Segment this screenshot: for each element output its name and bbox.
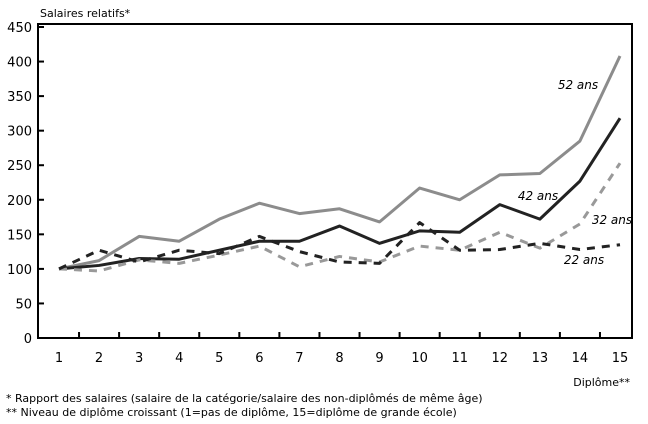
y-tick-label: 150 bbox=[7, 228, 32, 243]
y-tick-label: 0 bbox=[24, 332, 32, 347]
y-tick-label: 300 bbox=[7, 125, 32, 140]
y-tick-label: 50 bbox=[15, 297, 32, 312]
x-tick-label: 1 bbox=[55, 351, 63, 366]
plot-frame bbox=[37, 23, 633, 339]
x-tick-label: 11 bbox=[451, 351, 468, 366]
series-line-32-ans bbox=[58, 162, 622, 273]
y-tick-label: 100 bbox=[7, 263, 32, 278]
x-tick-label: 7 bbox=[295, 351, 303, 366]
footnote-1: * Rapport des salaires (salaire de la ca… bbox=[6, 392, 483, 405]
x-tick-label: 13 bbox=[532, 351, 549, 366]
x-tick-label: 6 bbox=[255, 351, 263, 366]
series-label: 52 ans bbox=[558, 78, 598, 92]
x-tick-label: 9 bbox=[375, 351, 383, 366]
x-axis-label: Diplôme** bbox=[573, 376, 630, 389]
x-tick-label: 14 bbox=[572, 351, 589, 366]
series-label: 22 ans bbox=[564, 253, 604, 267]
x-tick-label: 8 bbox=[335, 351, 343, 366]
y-tick-label: 450 bbox=[7, 21, 32, 36]
series-label: 32 ans bbox=[592, 213, 632, 227]
y-tick-label: 200 bbox=[7, 194, 32, 209]
footnote-2: ** Niveau de diplôme croissant (1=pas de… bbox=[6, 406, 457, 419]
y-tick-label: 400 bbox=[7, 56, 32, 71]
y-axis-label: Salaires relatifs* bbox=[40, 7, 131, 20]
x-tick-label: 4 bbox=[175, 351, 183, 366]
x-tick-label: 3 bbox=[135, 351, 143, 366]
x-tick-label: 10 bbox=[411, 351, 428, 366]
y-tick-label: 250 bbox=[7, 159, 32, 174]
x-tick-label: 5 bbox=[215, 351, 223, 366]
x-tick-label: 2 bbox=[95, 351, 103, 366]
x-tick-label: 15 bbox=[612, 351, 629, 366]
series-line-42-ans bbox=[58, 117, 622, 271]
y-tick-label: 350 bbox=[7, 90, 32, 105]
x-tick-label: 12 bbox=[492, 351, 509, 366]
series-label: 42 ans bbox=[518, 189, 558, 203]
series-line-52-ans bbox=[58, 55, 622, 271]
